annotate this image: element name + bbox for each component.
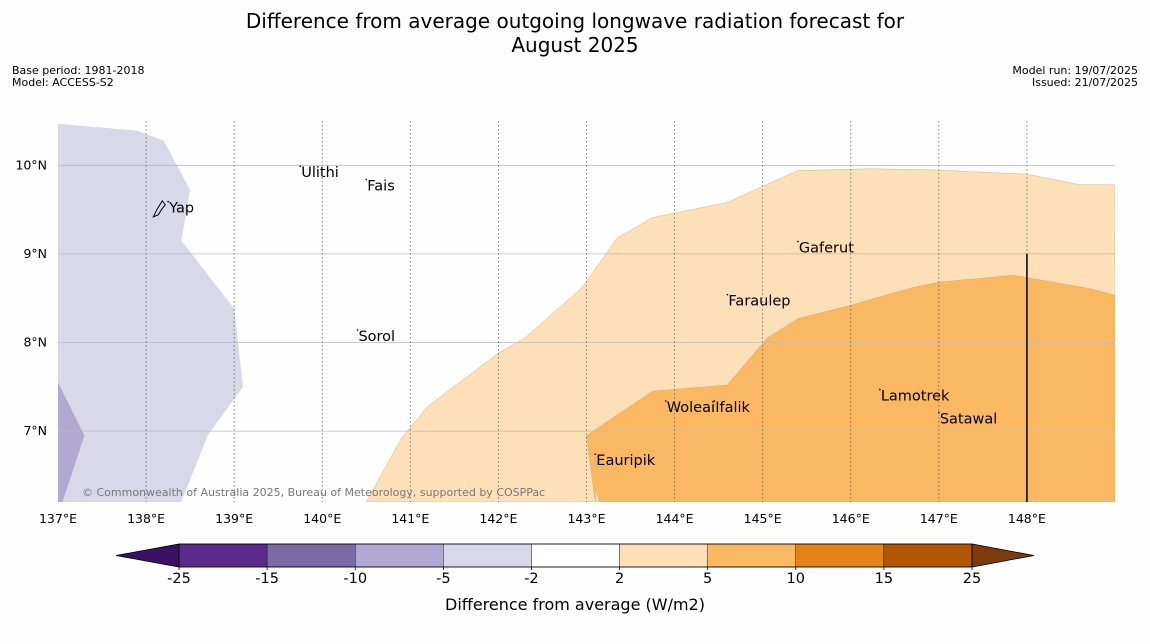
lon-tick-label: 137°E <box>39 511 77 526</box>
colorbar-tick-label: 25 <box>963 571 981 587</box>
colorbar-segment <box>708 544 796 567</box>
colorbar-tick-label: -25 <box>167 571 191 587</box>
place-label-sorol: Sorol <box>358 329 395 345</box>
lon-tick-label: 142°E <box>479 511 517 526</box>
lat-tick-label: 10°N <box>15 157 47 172</box>
lon-tick-label: 145°E <box>744 511 782 526</box>
lat-tick-label: 9°N <box>23 246 47 261</box>
place-label-faraulep: Faraulep <box>728 294 790 310</box>
colorbar-segment <box>179 544 267 567</box>
lon-tick-label: 144°E <box>656 511 694 526</box>
lon-tick-label: 139°E <box>215 511 253 526</box>
region-0 <box>58 124 243 502</box>
colorbar-segment <box>796 544 884 567</box>
colorbar-segment <box>267 544 355 567</box>
colorbar-tick-label: 2 <box>615 571 624 587</box>
colorbar-segment <box>355 544 443 567</box>
colorbar-segment <box>884 544 972 567</box>
lon-tick-label: 148°E <box>1008 511 1046 526</box>
colorbar-segment <box>443 544 531 567</box>
lon-tick-label: 140°E <box>303 511 341 526</box>
lon-tick-label: 143°E <box>567 511 605 526</box>
place-label-gaferut: Gaferut <box>799 240 854 256</box>
lon-tick-label: 147°E <box>920 511 958 526</box>
colorbar-tick-label: -5 <box>436 571 450 587</box>
lat-tick-label: 8°N <box>23 335 47 350</box>
colorbar-segment <box>531 544 619 567</box>
place-label-ulithi: Ulithi <box>301 165 339 181</box>
colorbar-segment <box>620 544 708 567</box>
lon-tick-label: 138°E <box>127 511 165 526</box>
lon-tick-label: 141°E <box>391 511 429 526</box>
colorbar-extend-high <box>972 544 1034 567</box>
colorbar: -25 -15 -10 -5 -2 2 5 10 15 25 <box>116 544 1034 587</box>
colorbar-tick-label: -15 <box>255 571 279 587</box>
place-label-yap: Yap <box>168 201 194 217</box>
place-label-fais: Fais <box>367 178 394 194</box>
lat-tick-label: 7°N <box>23 423 47 438</box>
colorbar-tick-label: -2 <box>524 571 538 587</box>
colorbar-tick-label: 5 <box>703 571 712 587</box>
lon-tick-label: 146°E <box>832 511 870 526</box>
place-label-woleai: Woleai <box>667 400 715 416</box>
place-label-lamotrek: Lamotrek <box>881 388 950 404</box>
colorbar-tick-label: 15 <box>875 571 893 587</box>
copyright-text: © Commonwealth of Australia 2025, Bureau… <box>82 486 545 499</box>
colorbar-extend-low <box>116 544 179 567</box>
colorbar-label: Difference from average (W/m2) <box>445 595 705 614</box>
map-layer: 10°N 9°N 8°N 7°N 137°E 138°E 139°E 140°E 141°E 14… <box>15 121 1115 526</box>
colorbar-tick-label: 10 <box>787 571 805 587</box>
map-figure: 10°N 9°N 8°N 7°N 137°E 138°E 139°E 140°E 141°E 14… <box>0 0 1150 644</box>
place-label-satawal: Satawal <box>940 411 997 427</box>
place-label-eauripik: Eauripik <box>596 453 655 469</box>
colorbar-tick-label: -10 <box>343 571 367 587</box>
place-label-ifalik: Ifalik <box>715 400 750 416</box>
